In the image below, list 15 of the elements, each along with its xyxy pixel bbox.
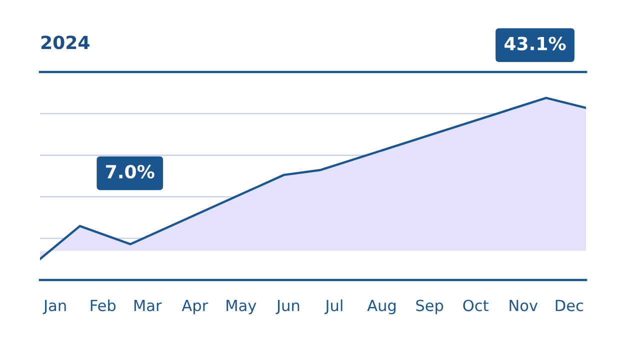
x-tick-label: Dec [556, 300, 583, 312]
data-label: 7.0% [106, 164, 154, 179]
x-tick-label: Oct [463, 300, 488, 312]
data-label: 43.1% [504, 36, 566, 50]
x-tick-label: Jun [276, 300, 300, 314]
x-tick-label: Apr [182, 300, 208, 314]
x-tick-label: Jul [324, 299, 342, 314]
x-tick-label: Mar [134, 300, 162, 312]
x-tick-label: May [226, 300, 256, 314]
x-tick-label: Nov [510, 300, 538, 312]
x-tick-label: Sep [416, 300, 444, 314]
x-tick-label: Feb [90, 299, 116, 312]
chart-title: 2024 [41, 36, 90, 50]
x-tick-label: Aug [367, 300, 396, 314]
x-tick-label: Jan [42, 300, 66, 314]
